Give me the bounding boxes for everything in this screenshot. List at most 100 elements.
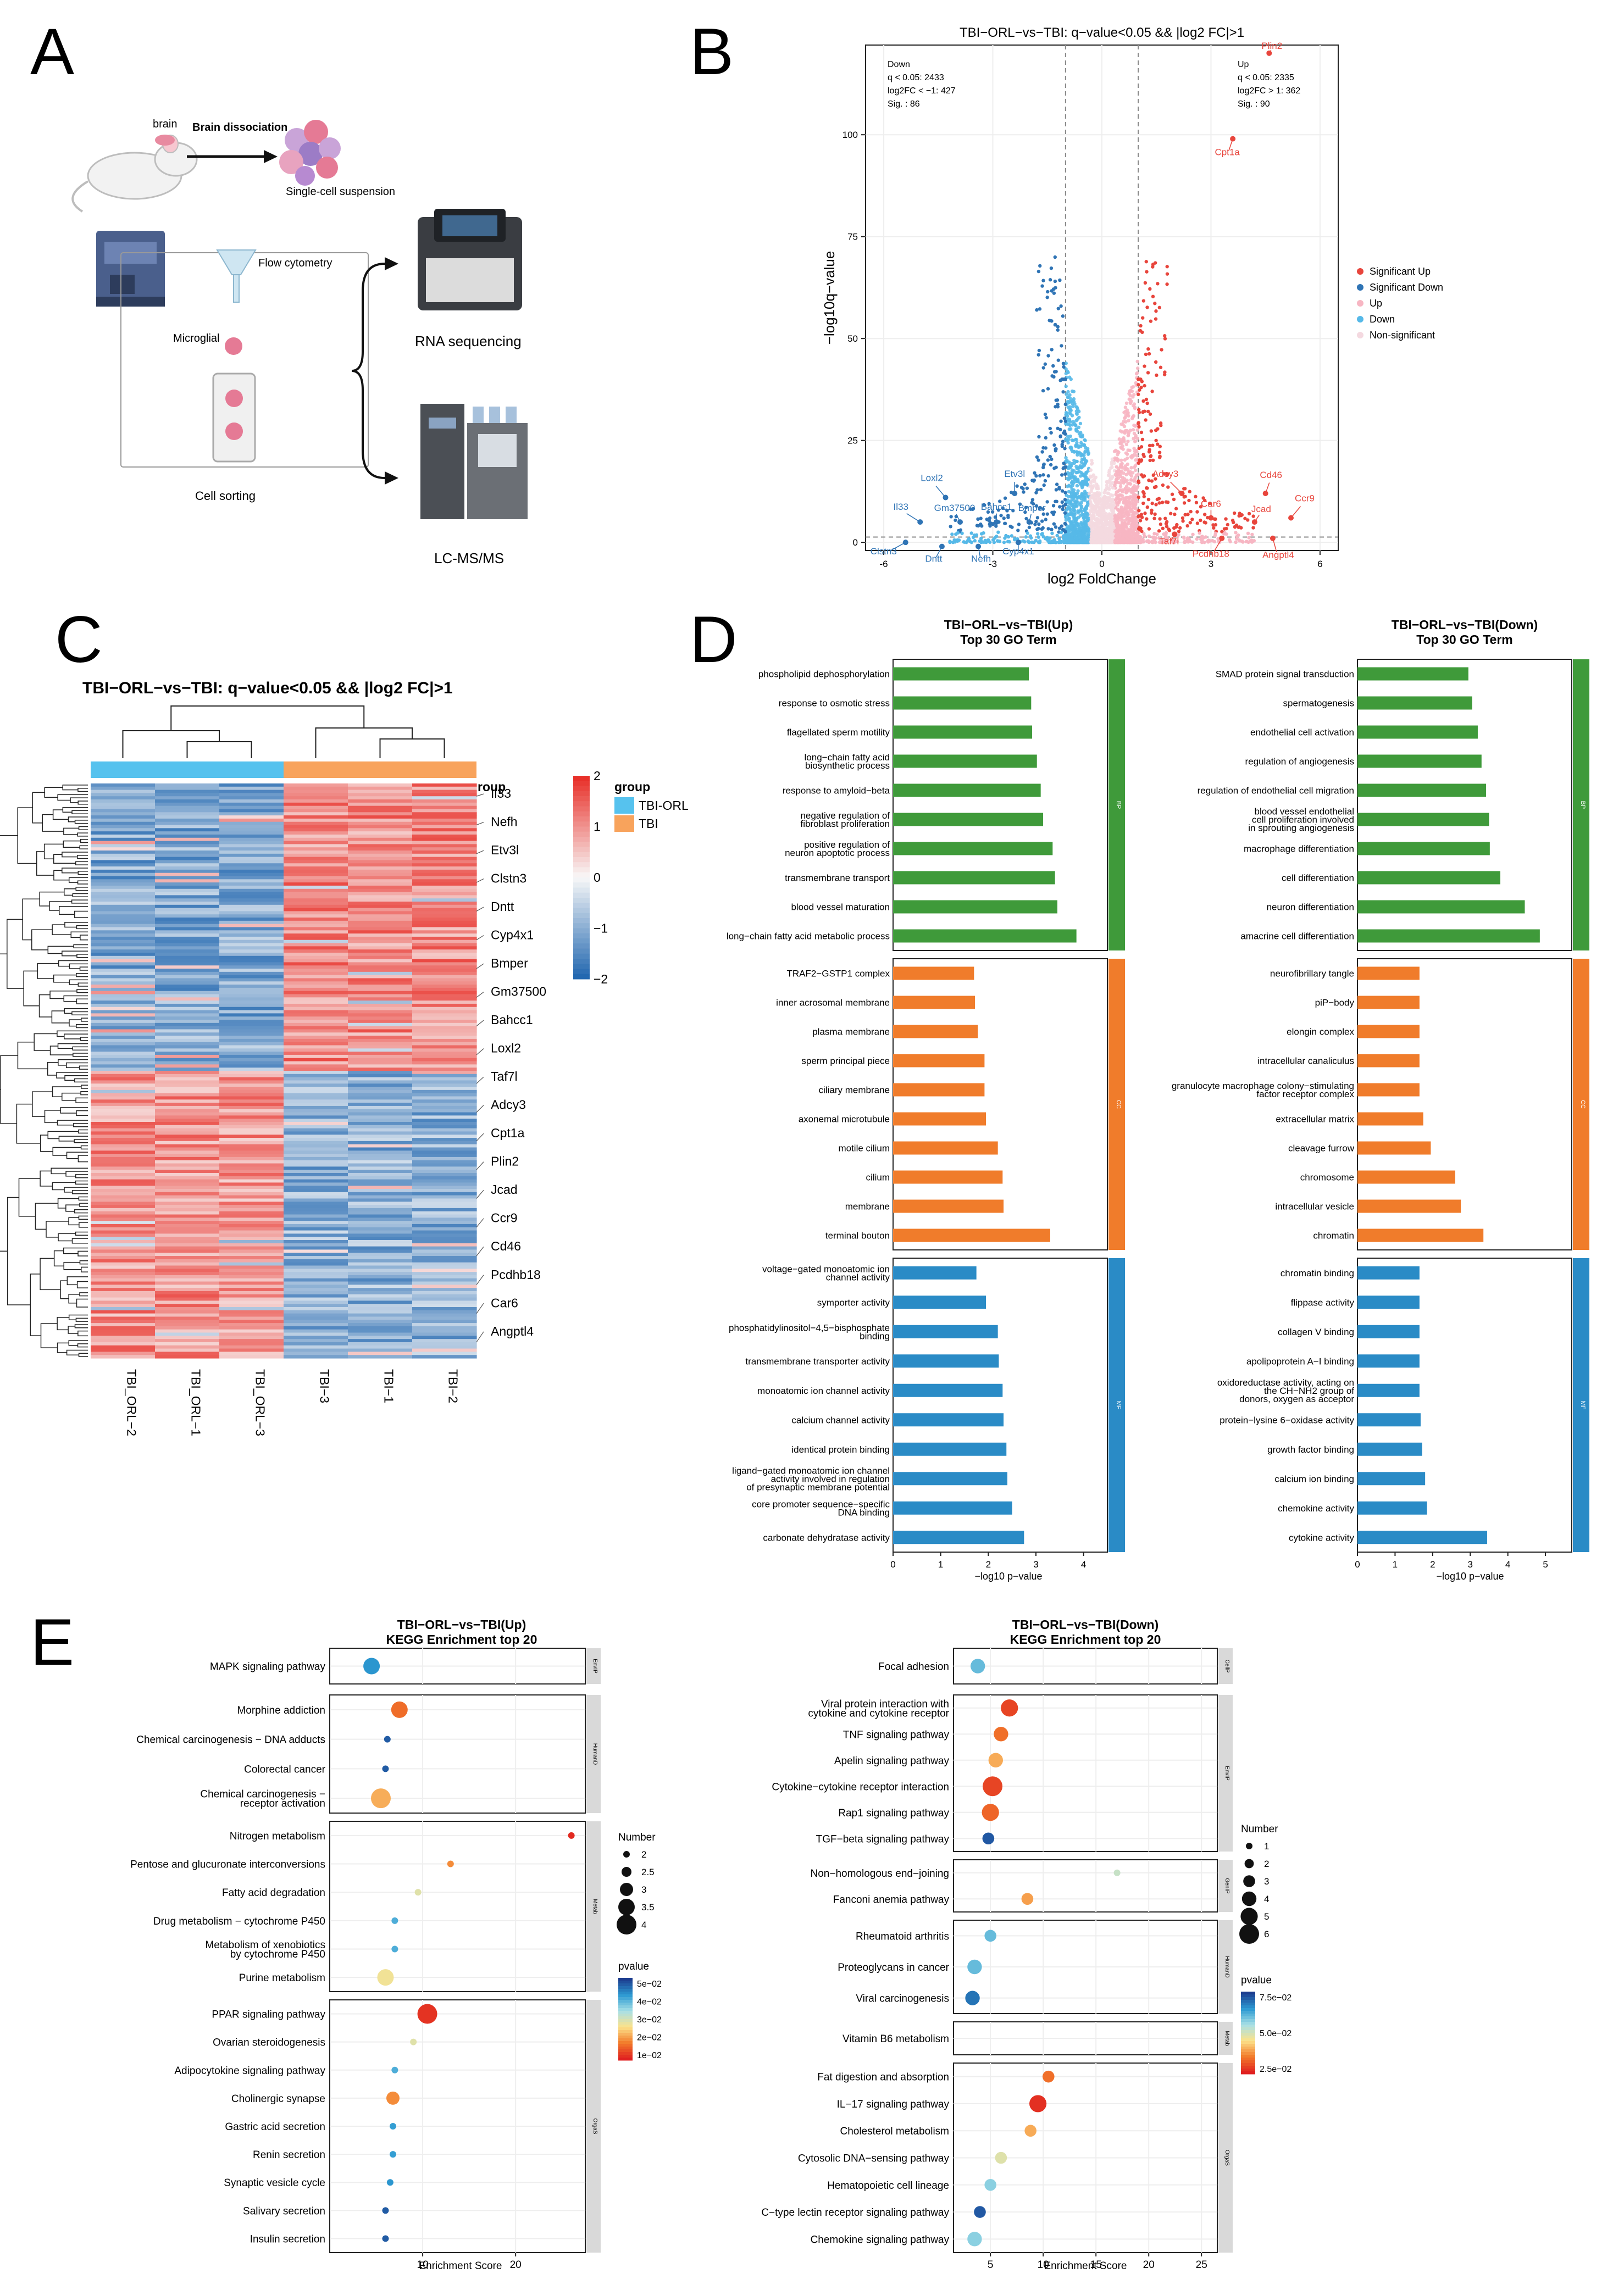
heatmap-cell (284, 1032, 348, 1036)
heatmap-cell (284, 1121, 348, 1126)
go-term-label: elongin complex (1287, 1027, 1354, 1037)
heatmap-cell (348, 879, 413, 883)
heatmap-cell (155, 933, 220, 937)
heatmap-cell (219, 1022, 284, 1027)
heatmap-cell (412, 1272, 477, 1276)
heatmap-cell (348, 1304, 413, 1308)
heatmap-cell (155, 796, 220, 800)
heatmap-cell (155, 1205, 220, 1209)
heatmap-cell (219, 1272, 284, 1276)
heatmap-cell (348, 911, 413, 915)
heatmap-cell (155, 1179, 220, 1183)
go-term-label: TRAF2−GSTP1 complex (786, 969, 890, 979)
heatmap-cell (284, 959, 348, 963)
heatmap-cell (219, 825, 284, 829)
volcano-point (1113, 514, 1117, 519)
volcano-point (1069, 510, 1073, 514)
heatmap-cell (348, 1115, 413, 1119)
dendro-branch (68, 1340, 88, 1346)
dendro-branch (80, 1145, 88, 1150)
volcano-point (1116, 449, 1119, 454)
heatmap-cell (91, 1262, 156, 1266)
heatmap-cell (219, 946, 284, 950)
heatmap-cell (91, 821, 156, 826)
volcano-point (1108, 476, 1113, 480)
volcano-point (1063, 422, 1068, 426)
heatmap-cell (348, 1294, 413, 1298)
volcano-point (1164, 500, 1168, 504)
volcano-point (1172, 497, 1176, 502)
heatmap-cell (348, 1083, 413, 1087)
volcano-point (1080, 443, 1084, 447)
heatmap-cell (348, 1208, 413, 1212)
heatmap-cell (91, 1022, 156, 1027)
heatmap-cell (284, 1071, 348, 1075)
volcano-point (1094, 540, 1097, 544)
dendro-branch (76, 1110, 88, 1116)
heatmap-cell (91, 1093, 156, 1097)
volcano-point (1066, 435, 1070, 438)
volcano-point (1097, 496, 1101, 500)
scale-step (573, 923, 590, 929)
dendro-branch (80, 1037, 88, 1041)
heatmap-cell (284, 825, 348, 829)
heatmap-cell (155, 1227, 220, 1231)
go-term-label: fibroblast proliferation (800, 819, 890, 829)
heatmap-cell (348, 1214, 413, 1218)
heatmap-cell (155, 971, 220, 976)
heatmap-cell (348, 885, 413, 890)
heatmap-cell (155, 1150, 220, 1154)
heatmap-cell (284, 904, 348, 909)
heatmap-cell (91, 818, 156, 822)
heatmap-cell (91, 1288, 156, 1292)
volcano-point (1118, 488, 1122, 492)
heatmap-cell (219, 1230, 284, 1234)
heatmap-cell (284, 783, 348, 787)
volcano-point (1226, 522, 1230, 527)
legend-label: Significant Down (1370, 282, 1443, 293)
heatmap-cell (412, 828, 477, 832)
heatmap-cell (412, 1013, 477, 1017)
go-bar (1357, 966, 1420, 980)
heatmap-cell (284, 1064, 348, 1068)
heatmap-cell (91, 802, 156, 807)
volcano-point (1054, 405, 1057, 409)
volcano-point (1137, 425, 1141, 429)
heatmap-color-scale: 210−1−2 (573, 769, 608, 986)
heatmap-cell (155, 1128, 220, 1132)
volcano-point (1158, 444, 1162, 448)
gene-label: Bmper (1018, 503, 1046, 513)
heatmap-cell (91, 1007, 156, 1011)
gene-leader (476, 907, 484, 911)
volcano-point (1055, 533, 1059, 538)
heatmap-cell (91, 911, 156, 915)
heatmap-cell (91, 1010, 156, 1014)
volcano-point (1006, 514, 1010, 518)
heatmap-cell (348, 1186, 413, 1189)
volcano-point (1064, 455, 1068, 460)
volcano-point (1124, 451, 1128, 455)
volcano-point (1118, 540, 1122, 544)
volcano-grid (866, 45, 1338, 551)
volcano-point (1090, 458, 1094, 463)
volcano-point (1082, 530, 1087, 534)
volcano-point (1066, 485, 1069, 488)
volcano-point (1074, 409, 1079, 413)
heatmap-cell (91, 1243, 156, 1247)
heatmap-cell (348, 1061, 413, 1065)
volcano-point (1140, 437, 1145, 442)
go-term-label: cleavage furrow (1288, 1143, 1355, 1154)
heatmap-cell (219, 1195, 284, 1199)
heatmap-cell (219, 1026, 284, 1030)
volcano-point (1077, 536, 1081, 540)
go-term-label: amacrine cell differentiation (1240, 931, 1354, 942)
dissociation-label: Brain dissociation (192, 121, 287, 134)
heatmap-cell (155, 1061, 220, 1065)
go-term-label: macrophage differentiation (1244, 844, 1354, 854)
lcms-icon (420, 404, 528, 519)
heatmap-cell (284, 1269, 348, 1272)
volcano-point (1224, 517, 1228, 521)
gene-label: Ccr9 (1295, 493, 1315, 504)
heatmap-cell (412, 1294, 477, 1298)
heatmap-cell (284, 933, 348, 937)
